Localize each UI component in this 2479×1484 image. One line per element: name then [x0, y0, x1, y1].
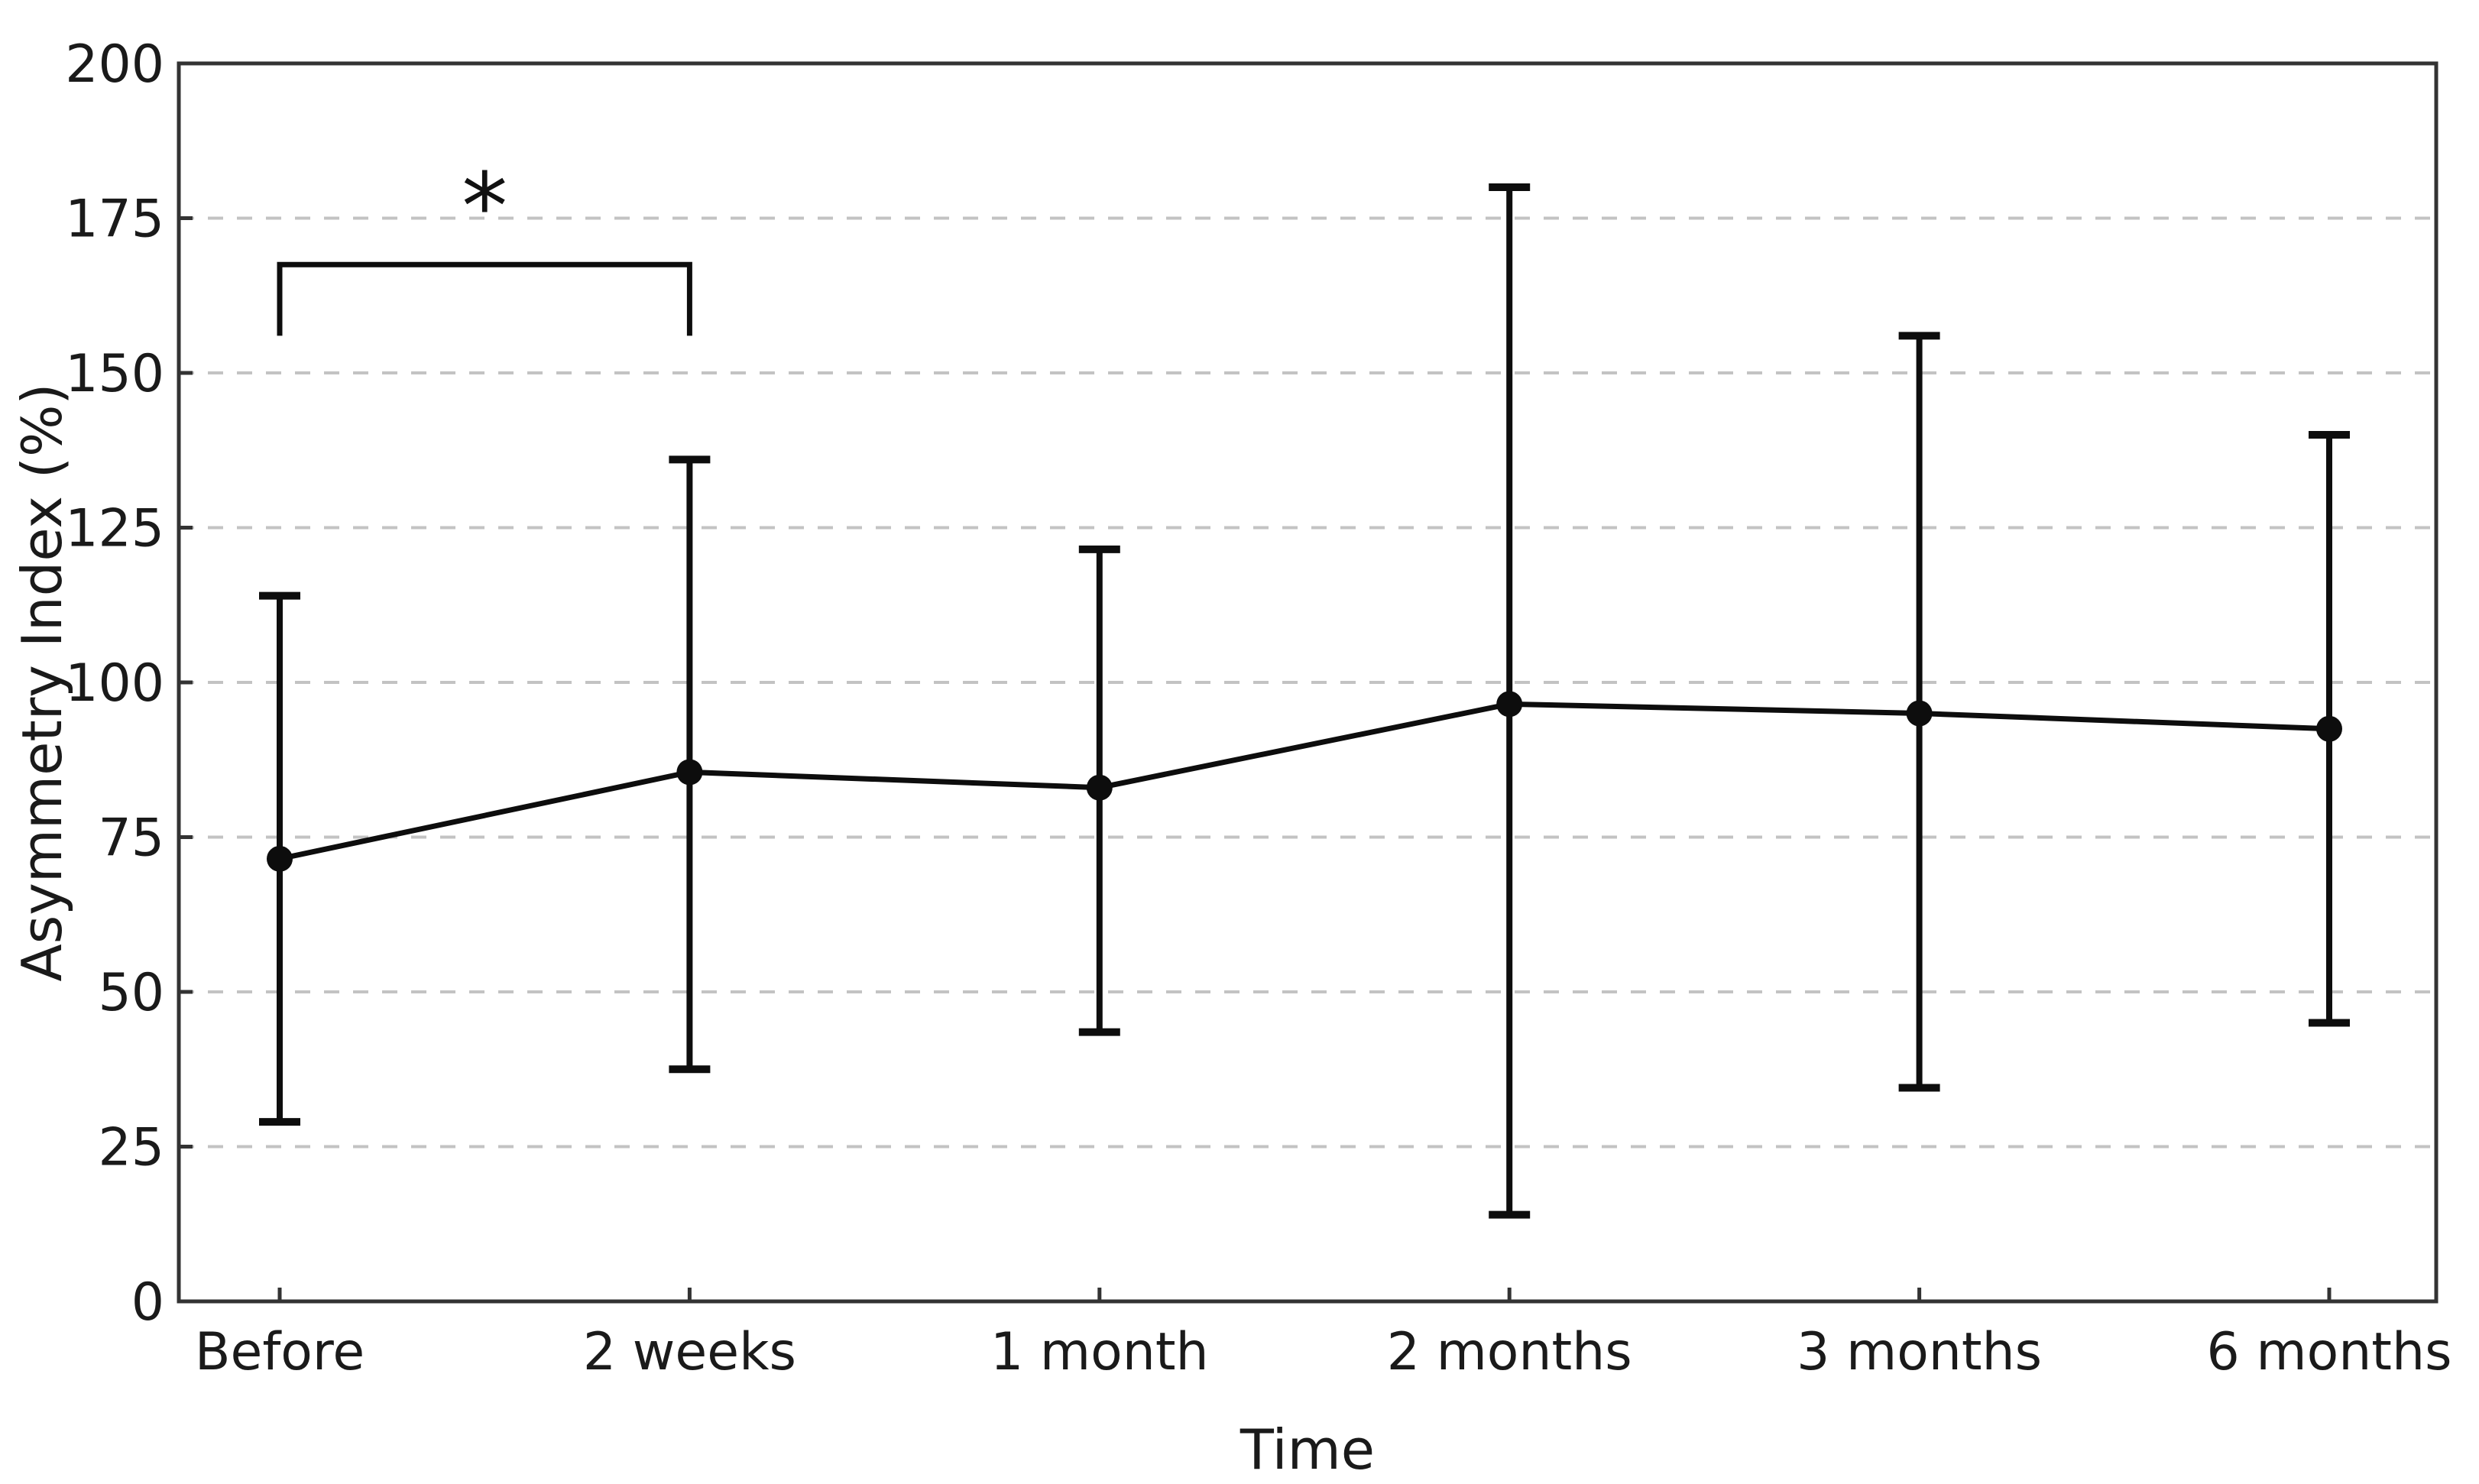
data-point-1 month — [1086, 774, 1113, 801]
data-point-2 months — [1496, 691, 1523, 718]
y-tick-label-0: 0 — [131, 1272, 164, 1333]
data-point-2 weeks — [676, 759, 703, 786]
y-tick-label-175: 175 — [65, 190, 164, 250]
data-point-Before — [267, 845, 293, 872]
y-tick-label-50: 50 — [98, 963, 164, 1023]
data-point-6 months — [2316, 715, 2342, 742]
annotation-layer: * — [277, 154, 692, 336]
y-tick-label-75: 75 — [98, 808, 164, 869]
x-tick-label-1: 2 weeks — [583, 1322, 796, 1382]
y-tick-label-100: 100 — [65, 653, 164, 714]
x-tick-label-3: 2 months — [1387, 1322, 1632, 1382]
x-tick-label-4: 3 months — [1797, 1322, 2042, 1382]
x-tick-label-2: 1 month — [990, 1322, 1209, 1382]
x-tick-label-5: 6 months — [2206, 1322, 2451, 1382]
y-tick-label-200: 200 — [65, 34, 164, 95]
data-layer — [259, 183, 2350, 1219]
data-point-3 months — [1906, 700, 1933, 727]
tick-layer: 0 25 50 75 100 125 150 175 200 Before 2 weeks 1 mon… — [65, 34, 2451, 1382]
significance-asterisk: * — [462, 154, 507, 261]
x-tick-label-0: Before — [195, 1322, 365, 1382]
x-axis-title: Time — [1240, 1418, 1375, 1482]
y-tick-label-125: 125 — [65, 499, 164, 559]
y-tick-label-25: 25 — [98, 1118, 164, 1178]
y-tick-label-150: 150 — [65, 344, 164, 404]
plot-frame — [177, 61, 2438, 1304]
significance-bracket — [277, 261, 692, 336]
y-axis-title: Asymmetry Index (%) — [10, 384, 74, 982]
series-line — [279, 701, 2330, 862]
grid-layer — [179, 216, 2436, 1149]
